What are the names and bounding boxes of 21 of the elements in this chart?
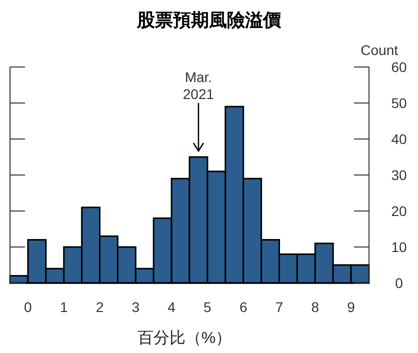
- y-tick-label: 40: [391, 131, 407, 147]
- y-tick-label: 10: [391, 239, 407, 255]
- x-tick-label: 0: [24, 299, 32, 315]
- y-tick-label: 50: [391, 95, 407, 111]
- x-tick-label: 8: [311, 299, 320, 315]
- x-tick-label: 2: [96, 299, 104, 315]
- y-tick-label: 0: [395, 275, 404, 291]
- x-tick-label: 7: [275, 299, 284, 315]
- y-axis-title: Count: [360, 42, 398, 58]
- x-tick-label: 4: [168, 299, 176, 315]
- y-tick-label: 60: [391, 59, 407, 75]
- x-tick-label: 6: [239, 299, 248, 315]
- y-tick-label: 20: [391, 203, 407, 219]
- x-tick-label: 9: [347, 299, 356, 315]
- annotation: Mar. 2021: [182, 69, 214, 102]
- chart-title: 股票預期風險溢價: [136, 10, 282, 30]
- x-tick-label: 3: [132, 299, 140, 315]
- x-tick-label: 1: [60, 299, 68, 315]
- x-axis-title: 百分比（%）: [137, 329, 232, 347]
- y-tick-label: 30: [391, 167, 407, 183]
- x-tick-label: 5: [204, 299, 212, 315]
